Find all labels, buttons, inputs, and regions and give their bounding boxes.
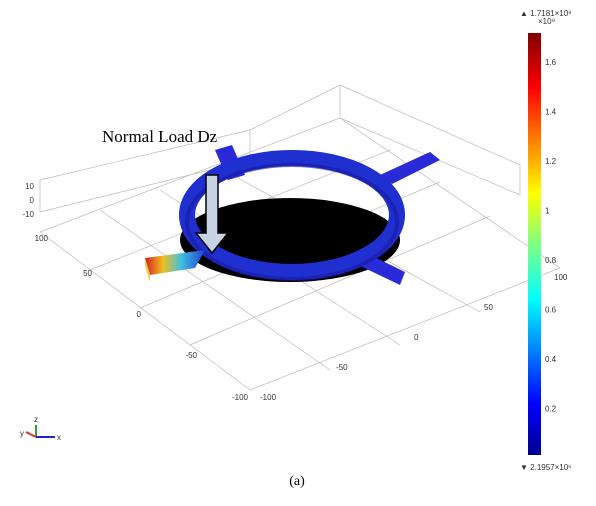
colorbar-tick-label: 1.4	[545, 108, 557, 117]
y-tick-label: -100	[232, 393, 249, 402]
colorbar-max: ▲ 1.7181×10⁹	[520, 9, 572, 18]
load-arrow	[194, 174, 230, 255]
y-tick-label: 50	[83, 269, 92, 278]
x-tick-label: 0	[414, 333, 419, 342]
colorbar-tick-label: 0.8	[545, 256, 557, 265]
y-tick-label: -50	[185, 351, 197, 360]
z-tick-label: 10	[25, 182, 34, 191]
y-tick-label: 100	[35, 234, 49, 243]
colorbar-tick-label: 1	[545, 207, 550, 216]
colorbar-tick-label: 0.4	[545, 355, 557, 364]
colorbar	[528, 33, 541, 455]
z-tick-label: -10	[22, 210, 34, 219]
colorbar-min: ▼ 2.1957×10⁶	[520, 463, 571, 472]
triad-label: x	[57, 433, 61, 442]
model	[145, 145, 440, 285]
z-tick-label: 0	[30, 196, 35, 205]
caption: (a)	[289, 474, 305, 489]
colorbar-tick-label: 1.6	[545, 58, 557, 67]
triad-label: z	[34, 415, 38, 424]
x-tick-label: -100	[260, 393, 277, 402]
annotation: Normal Load Dz	[102, 127, 218, 146]
triad	[25, 425, 55, 438]
colorbar-scale: ×10⁹	[538, 17, 555, 26]
y-tick-label: 0	[137, 310, 142, 319]
x-tick-label: -50	[336, 363, 348, 372]
triad-label: y	[20, 429, 24, 438]
colorbar-tick-label: 0.6	[545, 306, 557, 315]
colorbar-tick-label: 1.2	[545, 157, 557, 166]
x-tick-label: 100	[554, 273, 568, 282]
colorbar-tick-label: 0.2	[545, 405, 557, 414]
x-tick-label: 50	[484, 303, 493, 312]
